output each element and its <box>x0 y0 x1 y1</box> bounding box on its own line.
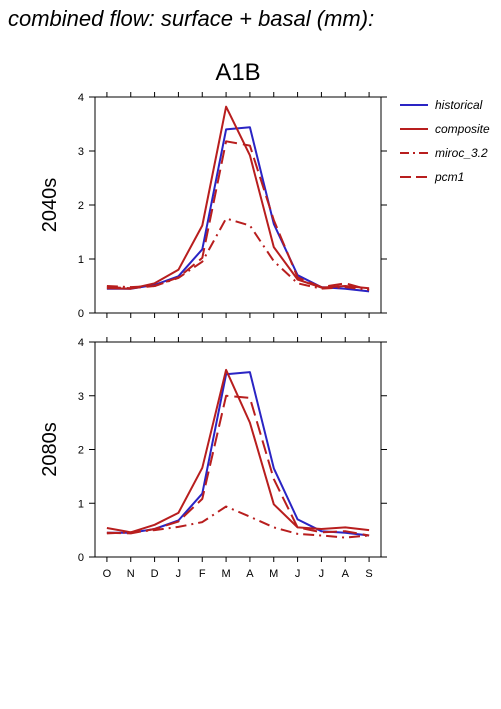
x-tick-label: F <box>199 568 206 580</box>
legend-label-historical: historical <box>435 98 483 112</box>
series-line-pcm1 <box>106 394 370 537</box>
y-tick-label: 0 <box>78 552 84 564</box>
panel-2040s: 0 1 2 3 4 2040s <box>39 92 387 320</box>
row-label: 2080s <box>39 422 61 477</box>
y-tick-label: 4 <box>78 337 84 349</box>
x-tick-label: A <box>246 568 254 580</box>
x-tick-label: M <box>269 568 278 580</box>
series-line-miroc-3-2 <box>106 217 370 291</box>
y-tick-label: 0 <box>78 308 84 320</box>
series-line-miroc-3-2 <box>106 505 370 539</box>
x-tick-label: A <box>342 568 350 580</box>
series-line-composite <box>106 368 370 534</box>
y-tick-label: 3 <box>78 391 84 403</box>
y-tick-label: 3 <box>78 146 84 158</box>
row-label: 2040s <box>39 178 61 233</box>
legend-label-pcm1: pcm1 <box>434 170 464 184</box>
y-tick-label: 4 <box>78 92 84 104</box>
x-tick-label: S <box>365 568 372 580</box>
page-title: combined flow: surface + basal (mm): <box>8 6 375 31</box>
x-tick-label: O <box>103 568 112 580</box>
x-tick-label: J <box>319 568 325 580</box>
series-line-historical <box>106 126 370 293</box>
plot-frame <box>94 341 382 558</box>
legend: historical composite miroc_3.2 pcm1 <box>400 98 490 184</box>
y-tick-label: 1 <box>78 254 84 266</box>
panel-2080s: 0 1 2 3 4 O N D J F M A M J J A S 2080s <box>39 337 387 580</box>
series-line-pcm1 <box>106 140 370 291</box>
legend-label-composite: composite <box>435 122 490 136</box>
series-line-composite <box>106 105 370 290</box>
legend-label-miroc-3-2: miroc_3.2 <box>435 146 488 160</box>
y-tick-label: 1 <box>78 498 84 510</box>
y-tick-label: 2 <box>78 200 84 212</box>
x-tick-label: J <box>176 568 182 580</box>
x-tick-label: M <box>221 568 230 580</box>
x-tick-label: D <box>151 568 159 580</box>
x-tick-label: J <box>295 568 301 580</box>
chart-title: A1B <box>215 59 260 86</box>
y-tick-label: 2 <box>78 445 84 457</box>
x-tick-label: N <box>127 568 135 580</box>
